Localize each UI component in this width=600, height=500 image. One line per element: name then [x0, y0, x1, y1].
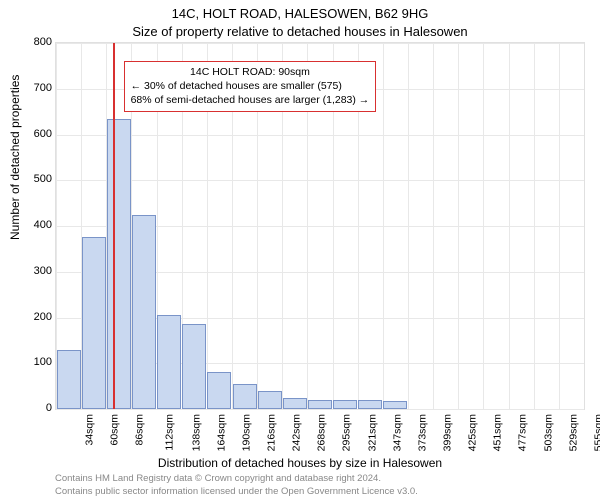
annotation-line-3: 68% of semi-detached houses are larger (… [131, 93, 370, 107]
gridline-v [383, 43, 384, 409]
y-axis-label: Number of detached properties [8, 75, 22, 240]
x-tick-label: 477sqm [517, 414, 529, 451]
gridline-v [408, 43, 409, 409]
annotation-line-2: ← 30% of detached houses are smaller (57… [131, 79, 370, 93]
chart-subtitle: Size of property relative to detached ho… [0, 24, 600, 39]
x-tick-label: 242sqm [291, 414, 303, 451]
y-tick-label: 0 [22, 402, 52, 414]
gridline-h [56, 43, 584, 44]
gridline-h [56, 135, 584, 136]
annotation-line-1: 14C HOLT ROAD: 90sqm [131, 65, 370, 79]
y-tick-label: 800 [22, 36, 52, 48]
gridline-v [509, 43, 510, 409]
footer-attribution: Contains HM Land Registry data © Crown c… [55, 473, 418, 498]
x-tick-label: 268sqm [316, 414, 328, 451]
plot-area: 14C HOLT ROAD: 90sqm← 30% of detached ho… [55, 42, 585, 410]
footer-line-1: Contains HM Land Registry data © Crown c… [55, 473, 418, 485]
x-tick-label: 503sqm [542, 414, 554, 451]
x-tick-label: 321sqm [366, 414, 378, 451]
histogram-bar [107, 119, 131, 410]
gridline-v [458, 43, 459, 409]
x-tick-label: 399sqm [441, 414, 453, 451]
gridline-v [433, 43, 434, 409]
y-tick-label: 100 [22, 356, 52, 368]
histogram-bar [157, 315, 181, 409]
histogram-bar [233, 384, 257, 409]
gridline-v [483, 43, 484, 409]
histogram-bar [283, 398, 307, 409]
y-tick-label: 500 [22, 173, 52, 185]
x-tick-label: 529sqm [567, 414, 579, 451]
y-tick-label: 300 [22, 265, 52, 277]
x-tick-label: 190sqm [240, 414, 252, 451]
histogram-bar [383, 401, 407, 409]
histogram-bar [207, 372, 231, 409]
histogram-bar [358, 400, 382, 409]
histogram-bar [182, 324, 206, 409]
histogram-bar [57, 350, 81, 409]
x-tick-label: 164sqm [215, 414, 227, 451]
property-marker-line [113, 43, 115, 409]
x-tick-label: 555sqm [592, 414, 600, 451]
chart-title: 14C, HOLT ROAD, HALESOWEN, B62 9HG [0, 6, 600, 21]
gridline-v [559, 43, 560, 409]
y-tick-label: 400 [22, 219, 52, 231]
x-tick-label: 451sqm [492, 414, 504, 451]
gridline-h [56, 409, 584, 410]
histogram-chart: 14C, HOLT ROAD, HALESOWEN, B62 9HG Size … [0, 0, 600, 500]
histogram-bar [258, 391, 282, 409]
annotation-box: 14C HOLT ROAD: 90sqm← 30% of detached ho… [124, 61, 377, 112]
x-axis-label: Distribution of detached houses by size … [0, 456, 600, 470]
histogram-bar [308, 400, 332, 409]
x-tick-label: 86sqm [134, 414, 146, 446]
gridline-v [534, 43, 535, 409]
x-tick-label: 138sqm [190, 414, 202, 451]
histogram-bar [132, 215, 156, 409]
y-tick-label: 700 [22, 82, 52, 94]
x-tick-label: 425sqm [467, 414, 479, 451]
gridline-h [56, 180, 584, 181]
x-tick-label: 216sqm [265, 414, 277, 451]
x-tick-label: 347sqm [391, 414, 403, 451]
histogram-bar [82, 237, 106, 409]
x-tick-label: 112sqm [164, 414, 176, 451]
x-tick-label: 60sqm [109, 414, 121, 446]
x-tick-label: 295sqm [341, 414, 353, 451]
x-tick-label: 373sqm [416, 414, 428, 451]
x-tick-label: 34sqm [84, 414, 96, 446]
y-tick-label: 600 [22, 128, 52, 140]
histogram-bar [333, 400, 357, 409]
y-tick-label: 200 [22, 311, 52, 323]
footer-line-2: Contains public sector information licen… [55, 486, 418, 498]
